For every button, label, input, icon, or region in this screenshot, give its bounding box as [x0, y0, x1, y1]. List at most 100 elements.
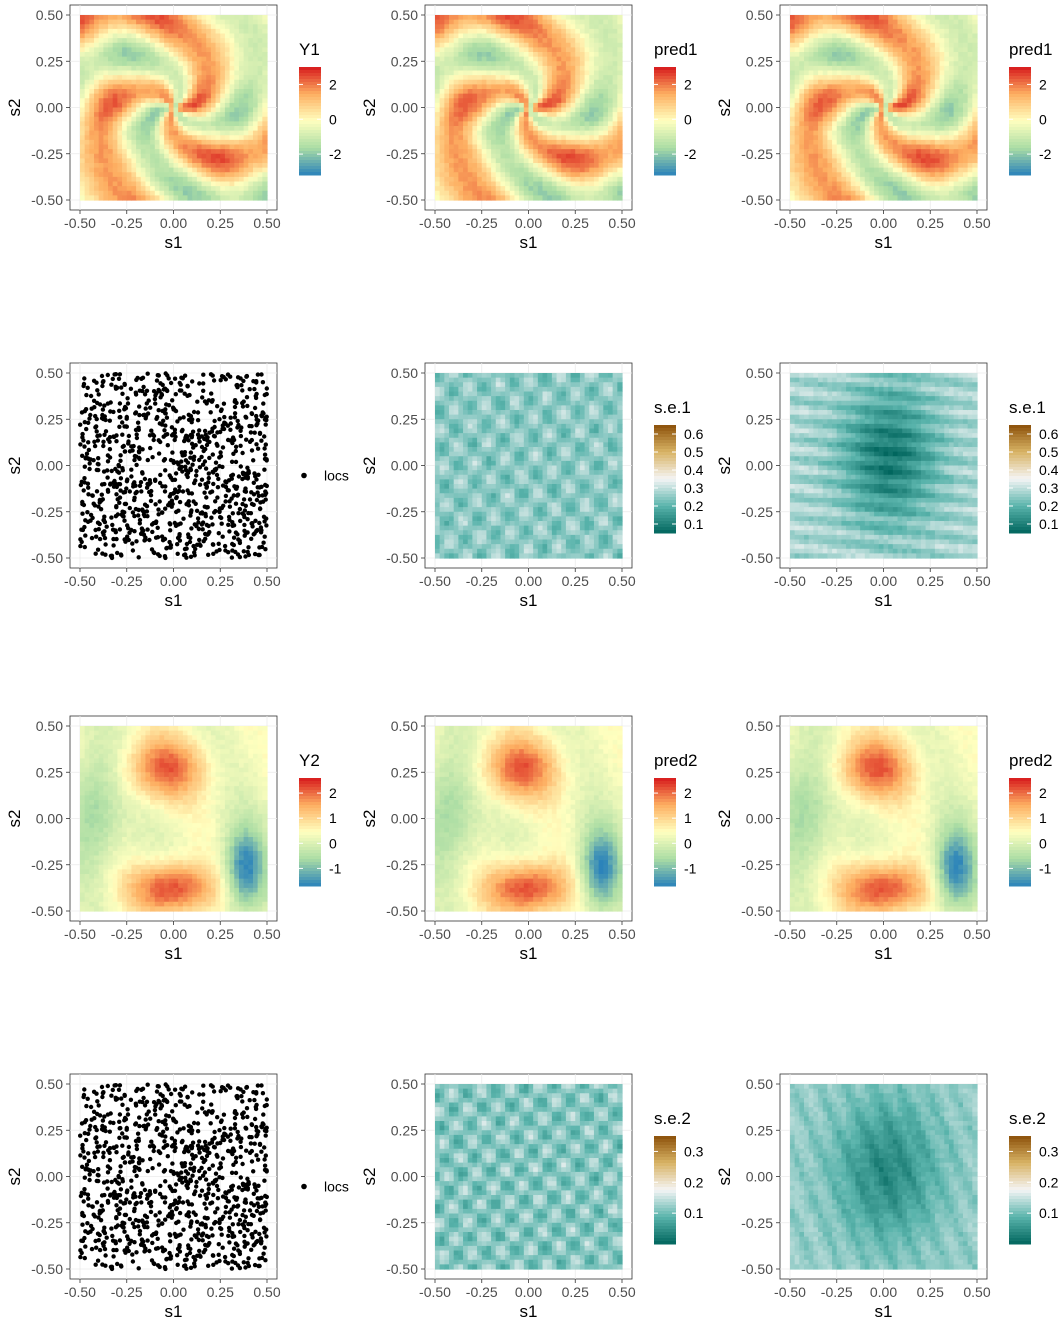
heatmap-cell: [154, 33, 161, 39]
heatmap-cell: [136, 38, 142, 44]
heatmap-cell: [500, 42, 506, 48]
heatmap-cell: [799, 186, 805, 192]
heatmap-cell: [598, 144, 604, 150]
heatmap-cell: [519, 186, 525, 192]
heatmap-cell: [117, 47, 123, 53]
heatmap-cell: [790, 139, 796, 146]
heatmap-cell: [126, 102, 133, 109]
heatmap-cell: [178, 19, 184, 25]
heatmap-cell: [617, 130, 623, 136]
heatmap-cell: [944, 167, 950, 173]
heatmap-cell: [449, 116, 455, 122]
heatmap-cell: [934, 107, 941, 113]
heatmap-cell: [561, 195, 567, 201]
colorbar-segment: [299, 151, 321, 155]
heatmap-cell: [897, 149, 903, 155]
heatmap-cell: [131, 28, 137, 35]
heatmap-cell: [850, 28, 857, 35]
heatmap-cell: [832, 121, 838, 127]
heatmap-cell: [804, 181, 810, 187]
heatmap-cell: [827, 42, 833, 48]
heatmap-cell: [145, 79, 151, 85]
heatmap-cell: [472, 130, 478, 136]
heatmap-cell: [790, 79, 796, 85]
heatmap-cell: [841, 130, 847, 136]
heatmap-cell: [192, 126, 198, 132]
heatmap-cell: [967, 130, 973, 136]
heatmap-cell: [584, 56, 590, 62]
heatmap-cell: [168, 158, 175, 164]
heatmap-cell: [593, 75, 600, 81]
heatmap-cell: [579, 172, 586, 178]
heatmap-cell: [145, 121, 151, 127]
heatmap-cell: [925, 42, 931, 48]
heatmap-cell: [846, 126, 852, 132]
heatmap-cell: [790, 163, 796, 169]
heatmap-cell: [850, 195, 857, 201]
heatmap-cell: [94, 79, 100, 85]
heatmap-cell: [262, 24, 268, 30]
heatmap-cell: [962, 47, 969, 53]
colorbar-segment: [654, 169, 676, 173]
heatmap-cell: [229, 107, 235, 113]
heatmap-cell: [224, 149, 231, 155]
heatmap-cell: [537, 28, 544, 35]
heatmap-cell: [528, 139, 534, 146]
heatmap-cell: [201, 79, 207, 85]
heatmap-cell: [449, 149, 455, 155]
heatmap-cell: [112, 135, 118, 141]
heatmap-cell: [906, 15, 913, 21]
heatmap-cell: [238, 153, 245, 159]
heatmap-cell: [458, 15, 464, 21]
heatmap-cell: [551, 79, 558, 85]
heatmap-cell: [192, 163, 198, 169]
heatmap-cell: [790, 70, 796, 76]
heatmap-cell: [878, 19, 885, 25]
heatmap-cell: [80, 24, 86, 30]
heatmap-cell: [500, 107, 506, 113]
heatmap-cell: [159, 61, 165, 67]
heatmap-cell: [164, 139, 170, 146]
heatmap-cell: [953, 19, 959, 25]
heatmap-cell: [84, 153, 90, 159]
heatmap-cell: [846, 33, 852, 39]
heatmap-cell: [168, 47, 175, 53]
heatmap-cell: [449, 163, 455, 169]
heatmap-cell: [827, 98, 833, 104]
heatmap-cell: [509, 61, 516, 67]
heatmap-cell: [154, 135, 161, 141]
heatmap-cell: [818, 93, 824, 99]
heatmap-cell: [182, 65, 189, 72]
heatmap-cell: [570, 38, 576, 44]
heatmap-cell: [505, 190, 511, 196]
heatmap-cell: [463, 65, 469, 72]
heatmap-cell: [799, 121, 805, 127]
heatmap-cell: [519, 126, 525, 132]
heatmap-cell: [182, 102, 189, 109]
heatmap-cell: [210, 163, 217, 169]
heatmap-cell: [794, 89, 800, 95]
heatmap-cell: [869, 130, 875, 136]
heatmap-cell: [948, 24, 955, 30]
heatmap-cell: [846, 107, 852, 113]
heatmap-cell: [486, 158, 492, 164]
heatmap-cell: [514, 139, 520, 146]
heatmap-cell: [556, 107, 562, 113]
heatmap-cell: [206, 126, 212, 132]
heatmap-cell: [238, 56, 245, 62]
heatmap-cell: [869, 181, 875, 187]
heatmap-cell: [182, 107, 189, 113]
heatmap-cell: [804, 24, 810, 30]
heatmap-cell: [210, 126, 217, 132]
heatmap-cell: [860, 112, 866, 118]
heatmap-cell: [897, 65, 903, 72]
heatmap-cell: [248, 186, 254, 192]
heatmap-cell: [173, 65, 179, 72]
heatmap-cell: [813, 24, 819, 30]
heatmap-cell: [958, 195, 964, 201]
heatmap-cell: [187, 190, 193, 196]
heatmap-cell: [612, 15, 618, 21]
heatmap-cell: [962, 102, 969, 109]
heatmap-cell: [117, 56, 123, 62]
heatmap-cell: [224, 19, 231, 25]
